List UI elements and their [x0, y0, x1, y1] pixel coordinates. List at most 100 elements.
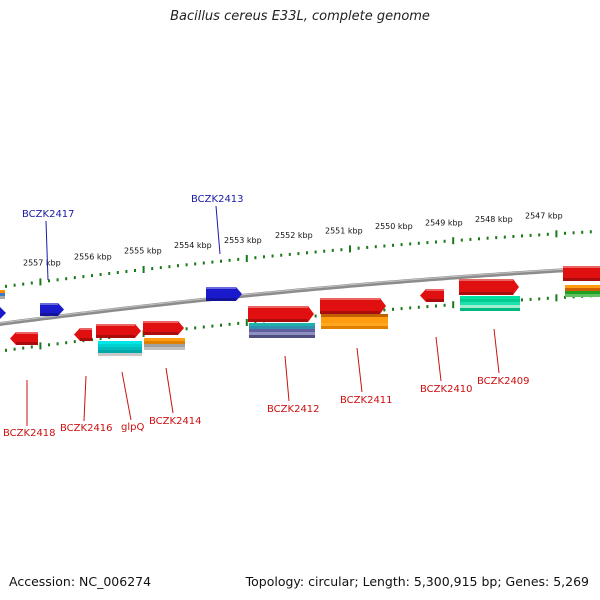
scale-label: 2551 kbp — [325, 226, 363, 235]
bottom-gene-label[interactable]: BCZK2409 — [477, 376, 530, 387]
minor-tick — [168, 265, 171, 269]
minor-tick — [99, 337, 102, 340]
top-gene-arrow — [206, 287, 242, 301]
major-tick — [452, 301, 455, 309]
minor-tick — [366, 245, 369, 249]
minor-tick — [435, 304, 437, 308]
scale-label: 2550 kbp — [375, 222, 413, 231]
minor-tick — [478, 237, 480, 241]
bottom-gene-label[interactable]: BCZK2412 — [267, 404, 320, 415]
minor-tick — [503, 235, 506, 239]
scale-label: 2548 kbp — [475, 215, 513, 224]
minor-tick — [400, 307, 403, 311]
minor-tick — [237, 321, 240, 325]
scale-labels: 2557 kbp 2556 kbp 2555 kbp 2554 kbp 2553 kbp… — [23, 212, 563, 268]
minor-tick — [529, 297, 532, 301]
minor-tick — [159, 266, 162, 270]
minor-tick — [564, 231, 566, 235]
bottom-gene-arrow — [96, 324, 141, 338]
major-tick — [452, 237, 455, 245]
minor-tick — [254, 256, 257, 260]
major-tick — [245, 319, 248, 326]
bottom-gene-label[interactable]: BCZK2410 — [420, 384, 473, 395]
minor-tick — [151, 267, 154, 271]
minor-tick — [185, 263, 188, 267]
feature-band — [249, 323, 315, 338]
top-gene-arrow — [40, 303, 64, 316]
bottom-gene-leader — [493, 328, 500, 374]
minor-tick — [392, 243, 394, 247]
minor-tick — [30, 281, 33, 285]
minor-tick — [48, 343, 50, 347]
minor-tick — [91, 274, 93, 278]
minor-tick — [237, 257, 240, 261]
bottom-gene-leader — [83, 375, 87, 422]
minor-tick — [443, 303, 446, 307]
minor-tick — [13, 347, 16, 351]
bottom-gene-label[interactable]: BCZK2411 — [340, 395, 393, 406]
minor-tick — [383, 244, 386, 248]
feature-band — [98, 341, 142, 356]
minor-tick — [392, 307, 394, 311]
bottom-gene-label[interactable]: BCZK2418 — [3, 428, 56, 439]
backbone-arc — [0, 266, 600, 327]
minor-tick — [194, 326, 197, 330]
edge-feature-band — [0, 290, 5, 299]
minor-tick — [589, 230, 592, 234]
minor-tick — [5, 284, 7, 288]
minor-tick — [271, 254, 274, 258]
minor-tick — [297, 252, 300, 256]
minor-tick — [435, 240, 437, 244]
bottom-gene-leader — [121, 371, 132, 421]
accession-text: Accession: NC_006274 — [9, 574, 152, 589]
scale-label: 2557 kbp — [23, 259, 61, 268]
minor-tick — [323, 249, 326, 253]
major-tick — [349, 245, 351, 253]
minor-tick — [357, 246, 360, 250]
minor-tick — [306, 251, 308, 255]
scale-label: 2554 kbp — [174, 241, 212, 250]
scale-label: 2555 kbp — [124, 247, 162, 256]
bottom-gene-arrow — [563, 266, 600, 281]
bottom-gene-label[interactable]: glpQ — [121, 422, 144, 433]
bottom-gene-label[interactable]: BCZK2414 — [149, 416, 202, 427]
map-title: Bacillus cereus E33L, complete genome — [170, 9, 430, 24]
minor-tick — [409, 242, 412, 246]
top-gene-label[interactable]: BCZK2417 — [22, 209, 75, 220]
minor-tick — [314, 250, 317, 254]
minor-tick — [30, 345, 33, 349]
major-tick — [555, 230, 558, 238]
top-gene-label[interactable]: BCZK2413 — [191, 194, 244, 205]
feature-band — [565, 285, 600, 297]
bottom-gene-arrow — [74, 328, 92, 341]
minor-tick — [521, 298, 523, 302]
minor-tick — [177, 264, 179, 268]
bottom-gene-arrow — [143, 321, 184, 335]
minor-tick — [125, 270, 128, 273]
minor-tick — [426, 241, 429, 245]
minor-tick — [13, 283, 16, 287]
scale-label: 2552 kbp — [275, 231, 313, 240]
minor-tick — [374, 245, 377, 249]
minor-tick — [99, 273, 102, 276]
bottom-gene-arrow — [459, 279, 519, 295]
minor-tick — [211, 324, 214, 328]
minor-tick — [263, 255, 265, 259]
genome-summary-text: Topology: circular; Length: 5,300,915 bp… — [245, 574, 589, 589]
minor-tick — [409, 306, 412, 310]
minor-tick — [417, 305, 420, 309]
minor-tick — [546, 232, 549, 236]
major-tick — [142, 266, 145, 273]
genome-backbone — [0, 266, 600, 327]
scale-label: 2556 kbp — [74, 252, 112, 261]
feature-band — [144, 338, 185, 350]
major-tick — [245, 255, 248, 262]
bottom-gene-label[interactable]: BCZK2416 — [60, 423, 113, 434]
minor-tick — [82, 275, 85, 279]
minor-tick — [194, 262, 197, 266]
bottom-gene-arrow — [320, 298, 386, 314]
bottom-gene-leader — [356, 347, 363, 393]
minor-tick — [486, 236, 489, 240]
minor-tick — [202, 325, 205, 329]
